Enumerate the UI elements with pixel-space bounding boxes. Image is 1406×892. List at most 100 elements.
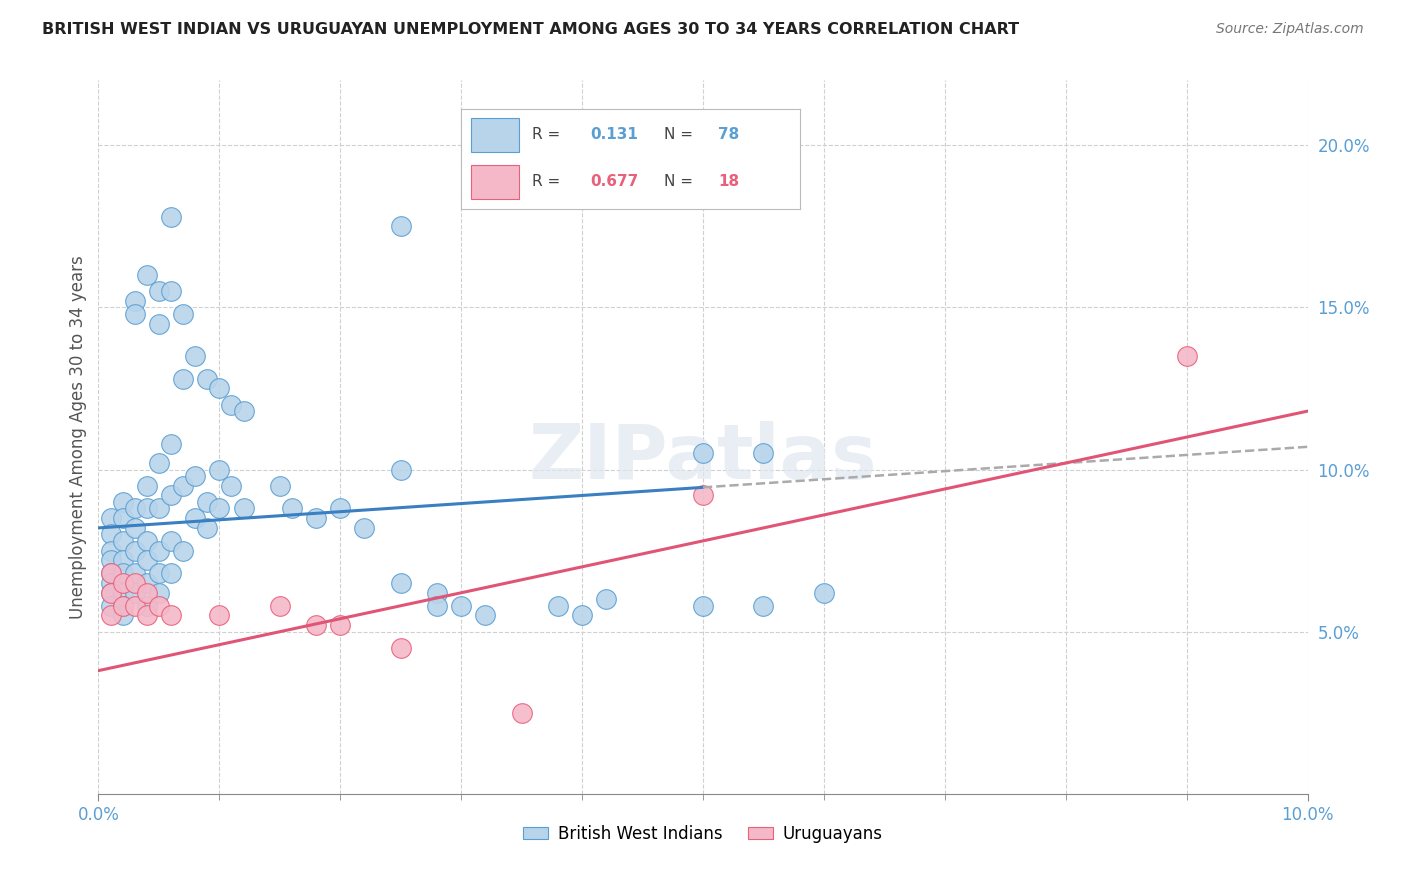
- Point: [100, 608, 122, 623]
- Legend: British West Indians, Uruguayans: British West Indians, Uruguayans: [516, 819, 890, 850]
- Point: [100, 586, 122, 600]
- Point: [111, 599, 134, 613]
- Point: [752, 446, 775, 460]
- Point: [135, 533, 157, 548]
- Point: [329, 501, 352, 516]
- Point: [389, 640, 412, 655]
- Point: [148, 501, 170, 516]
- Point: [389, 462, 412, 476]
- Point: [135, 501, 157, 516]
- Point: [135, 553, 157, 567]
- Point: [172, 372, 194, 386]
- Point: [135, 599, 157, 613]
- Text: Source: ZipAtlas.com: Source: ZipAtlas.com: [1216, 22, 1364, 37]
- Point: [100, 511, 122, 525]
- Point: [111, 553, 134, 567]
- Point: [124, 599, 146, 613]
- Point: [160, 210, 183, 224]
- Point: [148, 456, 170, 470]
- Point: [148, 586, 170, 600]
- Point: [172, 543, 194, 558]
- Y-axis label: Unemployment Among Ages 30 to 34 years: Unemployment Among Ages 30 to 34 years: [69, 255, 87, 619]
- Point: [752, 599, 775, 613]
- Point: [692, 599, 714, 613]
- Point: [547, 599, 569, 613]
- Point: [111, 586, 134, 600]
- Point: [232, 404, 254, 418]
- Point: [195, 372, 218, 386]
- Point: [1175, 349, 1198, 363]
- Point: [329, 618, 352, 632]
- Point: [148, 543, 170, 558]
- Point: [100, 566, 122, 581]
- Point: [100, 553, 122, 567]
- Point: [305, 511, 328, 525]
- Point: [389, 219, 412, 234]
- Point: [160, 436, 183, 450]
- Point: [184, 469, 207, 483]
- Point: [595, 592, 617, 607]
- Point: [124, 293, 146, 308]
- Point: [232, 501, 254, 516]
- Point: [172, 307, 194, 321]
- Point: [305, 618, 328, 632]
- Point: [269, 599, 291, 613]
- Point: [111, 511, 134, 525]
- Point: [510, 706, 533, 720]
- Point: [221, 398, 243, 412]
- Point: [100, 586, 122, 600]
- Point: [135, 608, 157, 623]
- Point: [124, 576, 146, 591]
- Point: [135, 479, 157, 493]
- Point: [124, 566, 146, 581]
- Text: ZIPatlas: ZIPatlas: [529, 422, 877, 495]
- Point: [135, 586, 157, 600]
- Point: [100, 599, 122, 613]
- Point: [160, 533, 183, 548]
- Point: [195, 495, 218, 509]
- Point: [100, 576, 122, 591]
- Point: [100, 527, 122, 541]
- Point: [111, 495, 134, 509]
- Point: [135, 576, 157, 591]
- Point: [221, 479, 243, 493]
- Point: [124, 543, 146, 558]
- Point: [124, 521, 146, 535]
- Point: [813, 586, 835, 600]
- Point: [172, 479, 194, 493]
- Point: [184, 349, 207, 363]
- Point: [692, 488, 714, 502]
- Point: [111, 533, 134, 548]
- Point: [353, 521, 375, 535]
- Point: [208, 608, 231, 623]
- Point: [269, 479, 291, 493]
- Point: [426, 599, 449, 613]
- Point: [111, 566, 134, 581]
- Point: [281, 501, 304, 516]
- Point: [208, 501, 231, 516]
- Point: [692, 446, 714, 460]
- Point: [148, 284, 170, 298]
- Point: [100, 566, 122, 581]
- Point: [208, 462, 231, 476]
- Point: [160, 284, 183, 298]
- Point: [160, 566, 183, 581]
- Point: [148, 317, 170, 331]
- Point: [426, 586, 449, 600]
- Point: [571, 608, 593, 623]
- Point: [148, 566, 170, 581]
- Point: [195, 521, 218, 535]
- Point: [124, 586, 146, 600]
- Point: [160, 488, 183, 502]
- Point: [111, 576, 134, 591]
- Point: [135, 268, 157, 282]
- Point: [124, 501, 146, 516]
- Point: [184, 511, 207, 525]
- Point: [208, 381, 231, 395]
- Point: [100, 543, 122, 558]
- Point: [389, 576, 412, 591]
- Point: [111, 599, 134, 613]
- Point: [148, 599, 170, 613]
- Point: [111, 608, 134, 623]
- Point: [474, 608, 496, 623]
